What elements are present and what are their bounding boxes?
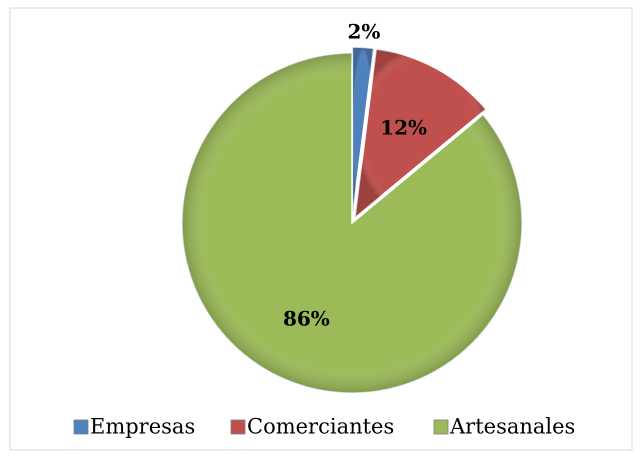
legend-swatch xyxy=(230,419,246,435)
legend-label: Comerciantes xyxy=(247,415,394,439)
data-label: 86% xyxy=(283,306,330,330)
legend-label: Artesanales xyxy=(449,415,575,439)
legend-label: Empresas xyxy=(90,415,195,439)
data-label: 12% xyxy=(380,116,427,140)
legend-swatch xyxy=(73,419,89,435)
data-label: 2% xyxy=(347,19,380,43)
legend-swatch xyxy=(433,419,449,435)
